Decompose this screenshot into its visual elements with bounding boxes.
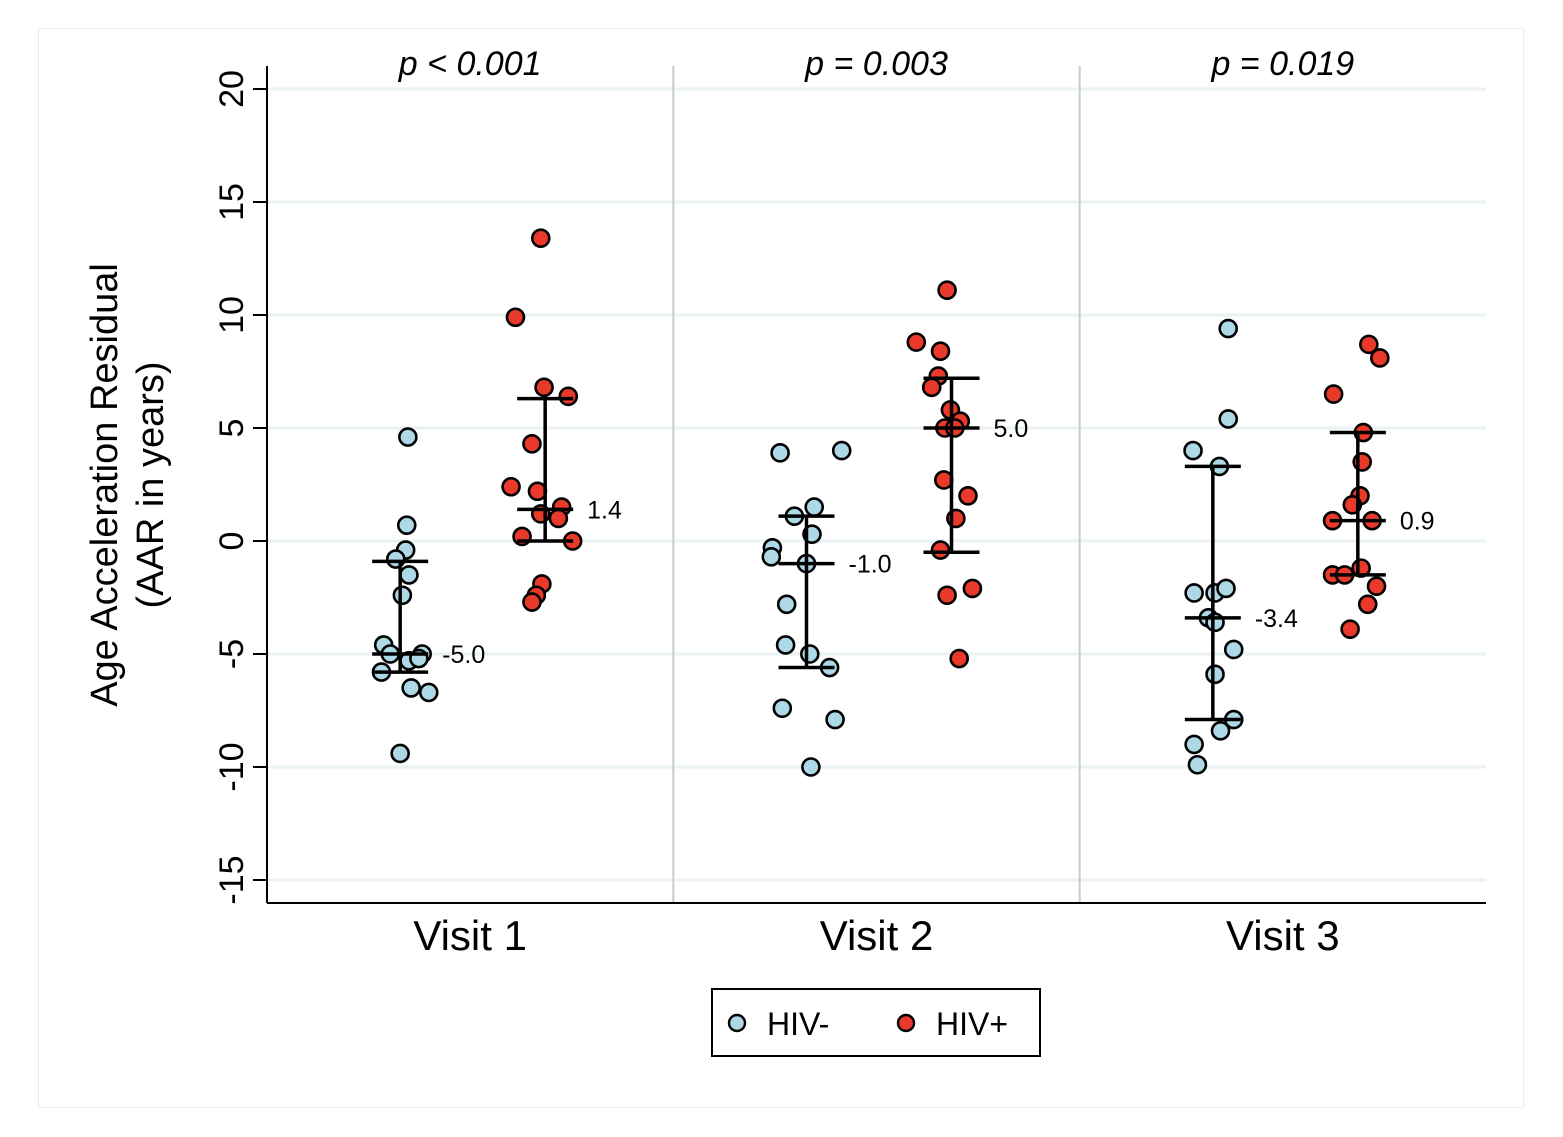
- y-tick-label: -5: [213, 639, 251, 669]
- gridlines: [267, 66, 1486, 903]
- hiv-neg-point: [398, 427, 418, 447]
- hiv-neg-point: [799, 644, 820, 664]
- hiv-pos-point: [958, 485, 978, 506]
- hiv-neg-legend-marker: [727, 1013, 747, 1033]
- hiv-pos-point: [1370, 348, 1390, 368]
- hiv-neg-point: [1223, 639, 1244, 660]
- hiv-neg-point: [825, 709, 845, 730]
- hiv-pos-legend-marker: [896, 1013, 916, 1033]
- hiv-pos-point: [906, 332, 927, 352]
- hiv-neg-point: [776, 594, 797, 615]
- median-label: -5.0: [442, 641, 485, 669]
- hiv-pos-point: [1340, 619, 1360, 639]
- median-label: -1.0: [849, 551, 892, 579]
- hiv-neg-point: [390, 743, 410, 764]
- hiv-pos-point: [1357, 594, 1378, 615]
- hiv-neg-point: [399, 565, 419, 585]
- hiv-neg-point: [1184, 734, 1204, 755]
- p-values: p < 0.001 p = 0.003 p = 0.019: [398, 45, 1354, 83]
- y-tick-label: 15: [213, 183, 251, 221]
- hiv-neg-point: [1216, 578, 1236, 599]
- hiv-neg-point: [1184, 583, 1204, 603]
- y-tick-label: 20: [213, 70, 251, 108]
- y-tick-label: 10: [213, 296, 251, 334]
- legend: HIV- HIV+: [711, 988, 1041, 1057]
- hiv-neg-point: [396, 515, 417, 535]
- hiv-neg-point: [1183, 440, 1203, 461]
- y-tick-label: 0: [213, 532, 251, 551]
- p-value-label: p = 0.019: [1210, 45, 1354, 83]
- hiv-neg-point: [1210, 721, 1231, 741]
- hiv-pos-point: [921, 377, 942, 398]
- hiv-pos-point: [522, 592, 542, 612]
- y-tick-label: -10: [213, 742, 251, 791]
- hiv-pos-point: [522, 434, 542, 454]
- p-value-label: p < 0.001: [398, 45, 542, 83]
- hiv-pos-point: [548, 508, 569, 529]
- axes: 20 15 10 5 0 -5 -10 -15: [213, 66, 1486, 905]
- data-marks: [371, 228, 1390, 777]
- hiv-neg-point: [1218, 318, 1239, 339]
- hiv-pos-point: [534, 377, 554, 398]
- hiv-neg-point: [804, 497, 825, 517]
- hiv-neg-point: [1187, 754, 1208, 775]
- x-category-label: Visit 1: [413, 912, 527, 959]
- x-category-label: Visit 3: [1226, 912, 1340, 959]
- hiv-neg-point: [1218, 409, 1239, 429]
- p-value-label: p = 0.003: [804, 45, 948, 83]
- hiv-pos-point: [1359, 334, 1379, 355]
- legend-label: HIV-: [767, 1006, 829, 1042]
- legend-box: [711, 988, 1041, 1057]
- median-label: -3.4: [1255, 605, 1298, 633]
- hiv-pos-point: [530, 228, 551, 248]
- hiv-pos-point: [930, 540, 951, 560]
- median-label: 1.4: [587, 496, 622, 524]
- chart-frame: [38, 28, 1524, 1108]
- hiv-pos-point: [1366, 576, 1387, 597]
- hiv-pos-point: [558, 386, 579, 407]
- y-axis-title-line2: (AAR in years): [130, 361, 172, 608]
- median-label: 0.9: [1400, 508, 1435, 536]
- y-tick-label: 5: [213, 419, 251, 438]
- hiv-neg-point: [1205, 664, 1225, 685]
- hiv-neg-point: [418, 682, 439, 703]
- hiv-neg-point: [401, 678, 421, 698]
- hiv-neg-point: [801, 757, 821, 777]
- hiv-pos-point: [501, 476, 521, 497]
- hiv-neg-point: [761, 547, 782, 567]
- hiv-pos-point: [1323, 384, 1344, 404]
- hiv-neg-point: [392, 585, 413, 606]
- y-axis-title: Age Acceleration Residual: [84, 263, 126, 707]
- hiv-neg-point: [775, 635, 796, 655]
- median-label: 5.0: [994, 415, 1029, 443]
- hiv-pos-point: [949, 648, 970, 669]
- hiv-pos-point: [962, 578, 983, 599]
- hiv-neg-point: [831, 440, 852, 461]
- hiv-pos-point: [937, 585, 957, 606]
- hiv-neg-point: [770, 443, 790, 463]
- hiv-pos-point: [930, 341, 951, 361]
- y-tick-label: -15: [213, 855, 251, 904]
- hiv-pos-point: [937, 280, 957, 300]
- hiv-neg-point: [772, 698, 793, 719]
- x-category-label: Visit 2: [820, 912, 934, 959]
- legend-label: HIV+: [936, 1006, 1008, 1042]
- labels: Visit 1 Visit 2 Visit 3 -5.0 -1.0 -3.4 1.4 5.0 0…: [413, 415, 1434, 959]
- hiv-pos-point: [505, 307, 526, 328]
